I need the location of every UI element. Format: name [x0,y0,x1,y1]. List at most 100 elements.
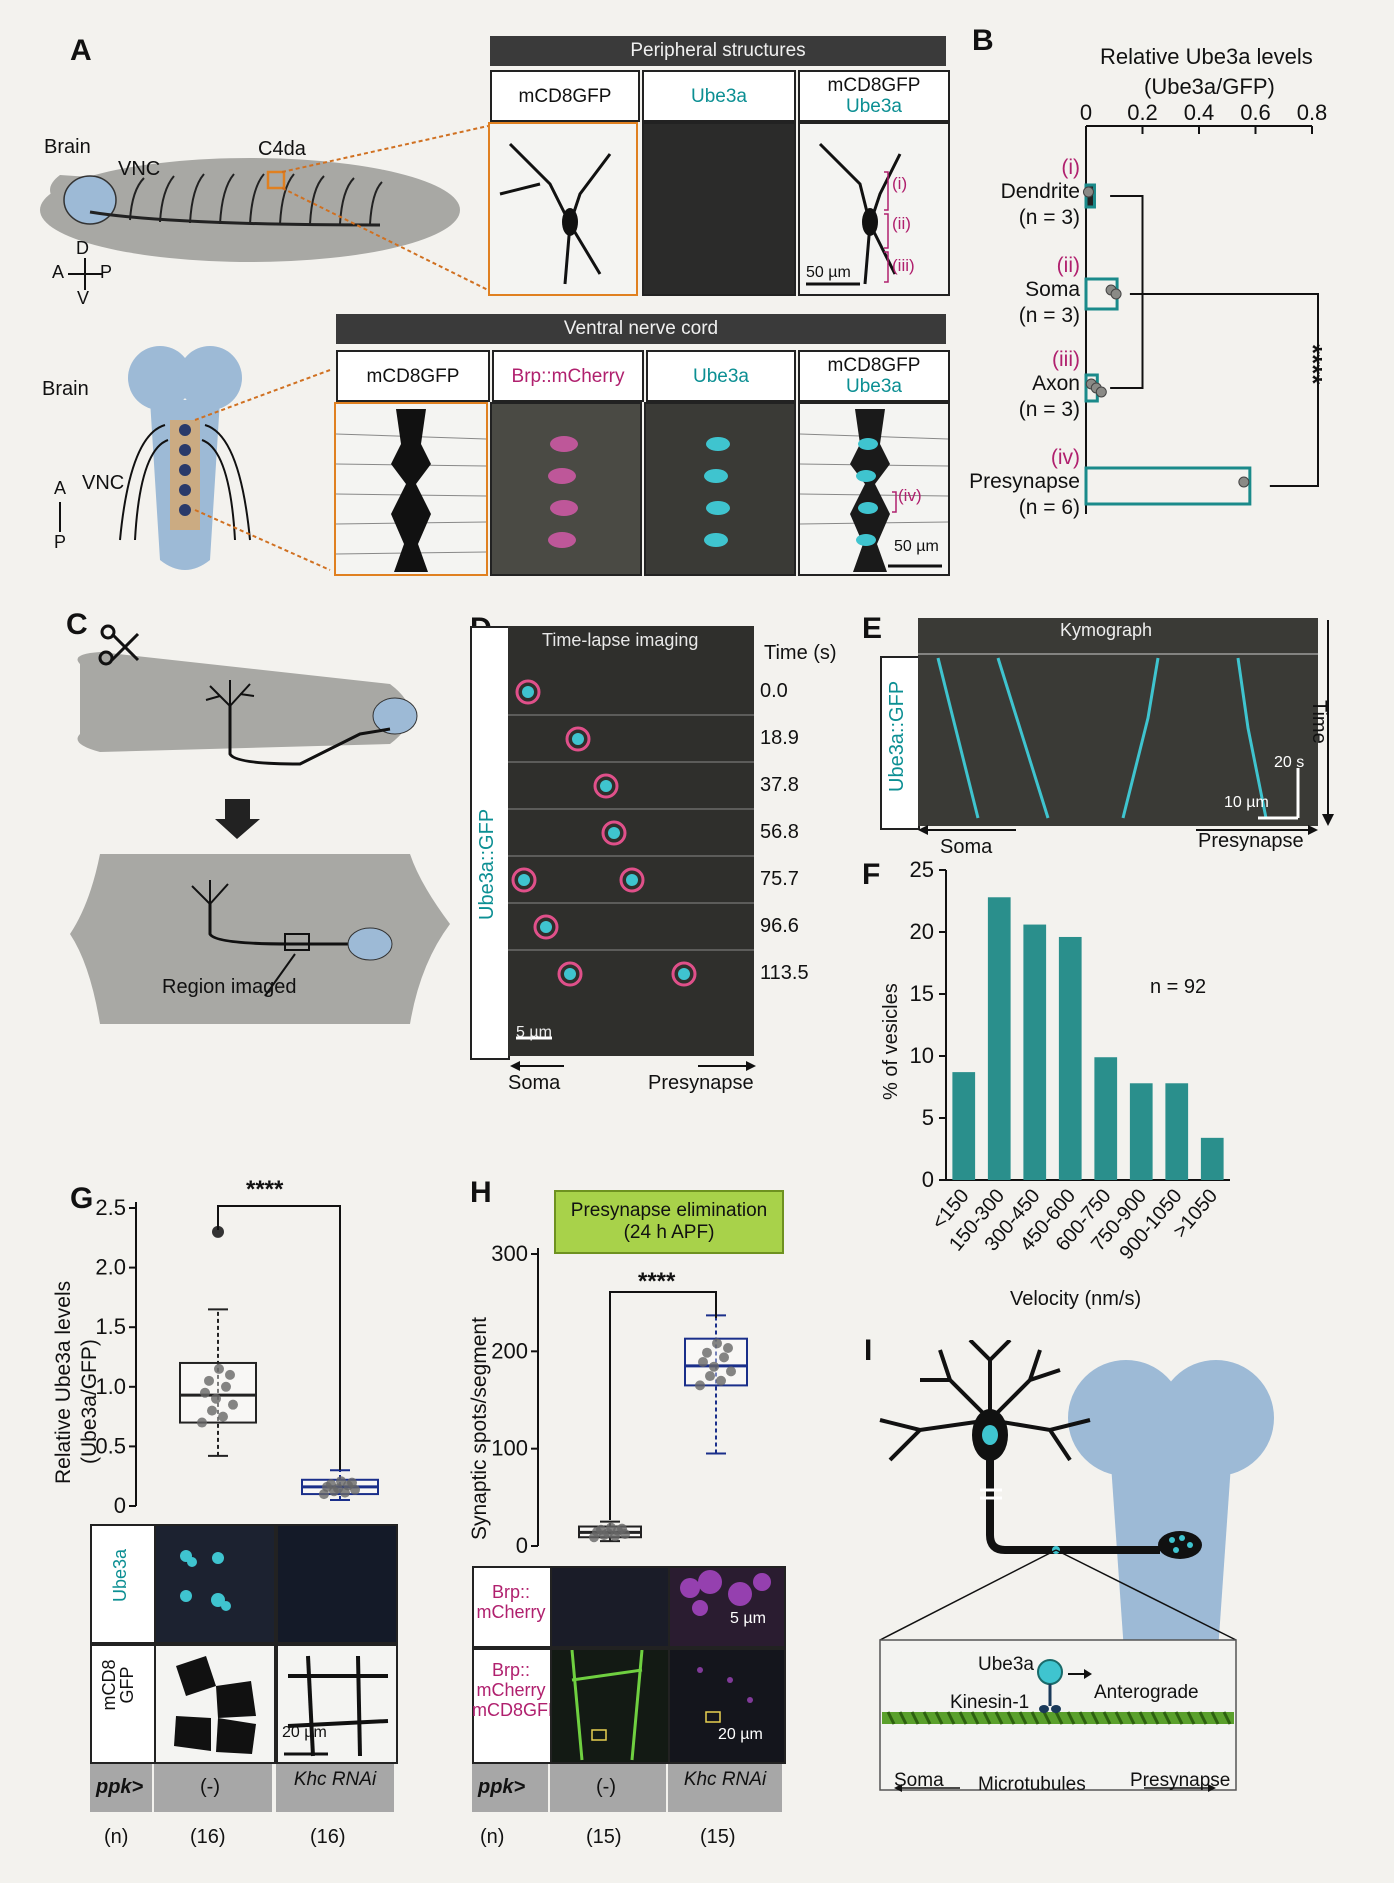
panel-letter-h: H [470,1176,492,1209]
panel-g-scale: 20 µm [282,1724,327,1741]
compass-d: D [76,238,89,258]
panel-h-point-1 [723,1343,733,1354]
panel-h-point-1 [705,1371,715,1382]
panel-d-vesicle [564,968,576,980]
panel-h-genotype-cell [472,1764,548,1812]
panel-g-n-ctrl: (16) [190,1826,226,1848]
panel-i-presynapse: Presynapse [1130,1770,1231,1791]
panel-d-presynapse: Presynapse [648,1072,754,1094]
panel-b-xtick-label: 0.6 [1240,104,1271,125]
panel-f-ytick-label: 5 [922,1105,934,1130]
panel-g-point-0 [204,1375,214,1386]
panel-d-scale: 5 µm [516,1024,552,1041]
panel-d-vesicle-ring [671,961,697,987]
vnc-axis-line [59,502,61,532]
panel-g-point-0 [197,1417,207,1428]
larva-brain-label: Brain [44,136,91,158]
region-i: (i) [892,174,908,193]
panel-h-point-1 [709,1361,719,1372]
panel-h-point-1 [719,1352,729,1363]
panel-h-row2-label: Brp:: mCherry mCD8GFP [472,1660,561,1720]
panel-b-stars: **** [1298,344,1328,385]
panel-h-banner-line1: Presynapse elimination [570,1200,768,1221]
panel-f-bar-6 [1165,1083,1189,1180]
panel-d-soma: Soma [508,1072,561,1094]
vnc-col-ube3a: Ube3a [646,350,796,402]
panel-b-point [1110,288,1122,300]
panel-g-geno-khc-cell [276,1764,394,1812]
panel-b-point [1095,386,1107,398]
panel-d-vesicle [522,686,534,698]
panel-b-bar-presynapse [1084,466,1252,506]
panel-b-xtick-label: 0.8 [1297,104,1328,125]
vnc-ube3a-image [644,402,796,576]
panel-h-brp-ctrl [550,1566,670,1648]
peripheral-ube3a-image [642,122,796,296]
panel-h-banner-line2: (24 h APF) [623,1222,715,1243]
panel-h-ytick-label: 100 [491,1436,528,1461]
panel-d-vesicle [572,733,584,745]
panel-d-header: Time-lapse imaging [542,630,699,650]
panel-d-side-label: Ube3a::GFP [476,808,498,920]
panel-g-n-label: (n) [104,1826,129,1848]
panel-d-image [508,626,754,1056]
vnc-col-merge-line2: Ube3a [846,376,902,397]
panel-h-ylabel: Synaptic spots/segment [468,1317,491,1540]
panel-h-geno-khc-cell [668,1764,782,1812]
panel-b-n-3: (n = 6) [1018,496,1080,519]
panel-h-point-1 [695,1380,705,1391]
panel-h-point-1 [726,1366,736,1377]
vnc-vnc-label: VNC [82,472,125,494]
panel-letter-e: E [862,612,883,645]
panel-g-ylabel-2: (Ube3a/GFP) [78,1339,101,1464]
compass-p: P [100,262,113,282]
vnc-schematic [119,346,251,570]
vnc-col-merge: mCD8GFP Ube3a [798,350,950,402]
panel-f-ytick-label: 10 [910,1043,934,1068]
panel-g-outlier-0 [212,1225,224,1238]
panel-h-row1-box [472,1566,552,1648]
vnc-col-merge-line1: mCD8GFP [827,355,921,376]
panel-h-n-ctrl: (15) [586,1826,622,1848]
panel-g-stars: **** [246,1176,284,1203]
panel-letter-b: B [972,24,994,57]
panel-b-xtick-label: 0.4 [1184,104,1215,125]
panel-f-bar-5 [1129,1083,1153,1180]
panel-letter-f: F [862,858,881,891]
panel-f-bar-2 [1023,924,1047,1180]
panel-h-geno-khc: Khc RNAi [683,1769,767,1790]
panel-d-time-6: 113.5 [760,962,809,984]
compass-v: V [77,288,90,308]
panel-g-ytick-label: 0 [114,1493,126,1518]
panel-f-ytick-label: 15 [910,981,934,1006]
panel-b-title-1: Relative Ube3a levels [1100,44,1313,69]
panel-h-n-label: (n) [480,1826,505,1848]
panel-d-time-0: 0.0 [760,680,788,702]
larva-schematic [40,158,460,262]
panel-e-soma: Soma [940,836,993,858]
peripheral-col-merge-line1: mCD8GFP [827,75,921,96]
panel-g-point-0 [225,1369,235,1380]
panel-g-ytick-label: 2.0 [95,1255,126,1280]
panel-d-vesicle-ring [601,820,627,846]
vnc-col-brp-text: Brp::mCherry [511,365,625,387]
panel-h-n-khc: (15) [700,1826,736,1848]
panel-f-ytick-label: 25 [910,860,934,882]
panel-h-stars: **** [638,1268,676,1295]
vnc-col-brp: Brp::mCherry [492,350,644,402]
panel-b-roman-2: (iii) [1052,348,1080,371]
panel-b-n-1: (n = 3) [1018,304,1080,327]
peripheral-col-merge-line2: Ube3a [846,96,902,117]
panel-g-chart: 0 0.5 1.0 1.5 2.0 2.5 [95,1195,379,1518]
panel-g-ube3a-khc [276,1524,398,1644]
panel-d-vesicle-ring [565,726,591,752]
panel-b-cat-0: Dendrite [1000,180,1080,203]
panel-h-merge-khc [668,1648,786,1764]
larva-c4da-label: C4da [258,138,306,160]
panel-f-ytick-label: 0 [922,1167,934,1192]
vnc-col-ube3a-text: Ube3a [693,365,749,387]
panel-b-n-0: (n = 3) [1018,206,1080,229]
panel-d-vesicle-ring [557,961,583,987]
panel-b-point [1238,476,1250,488]
panel-e-arrows [918,825,1318,835]
